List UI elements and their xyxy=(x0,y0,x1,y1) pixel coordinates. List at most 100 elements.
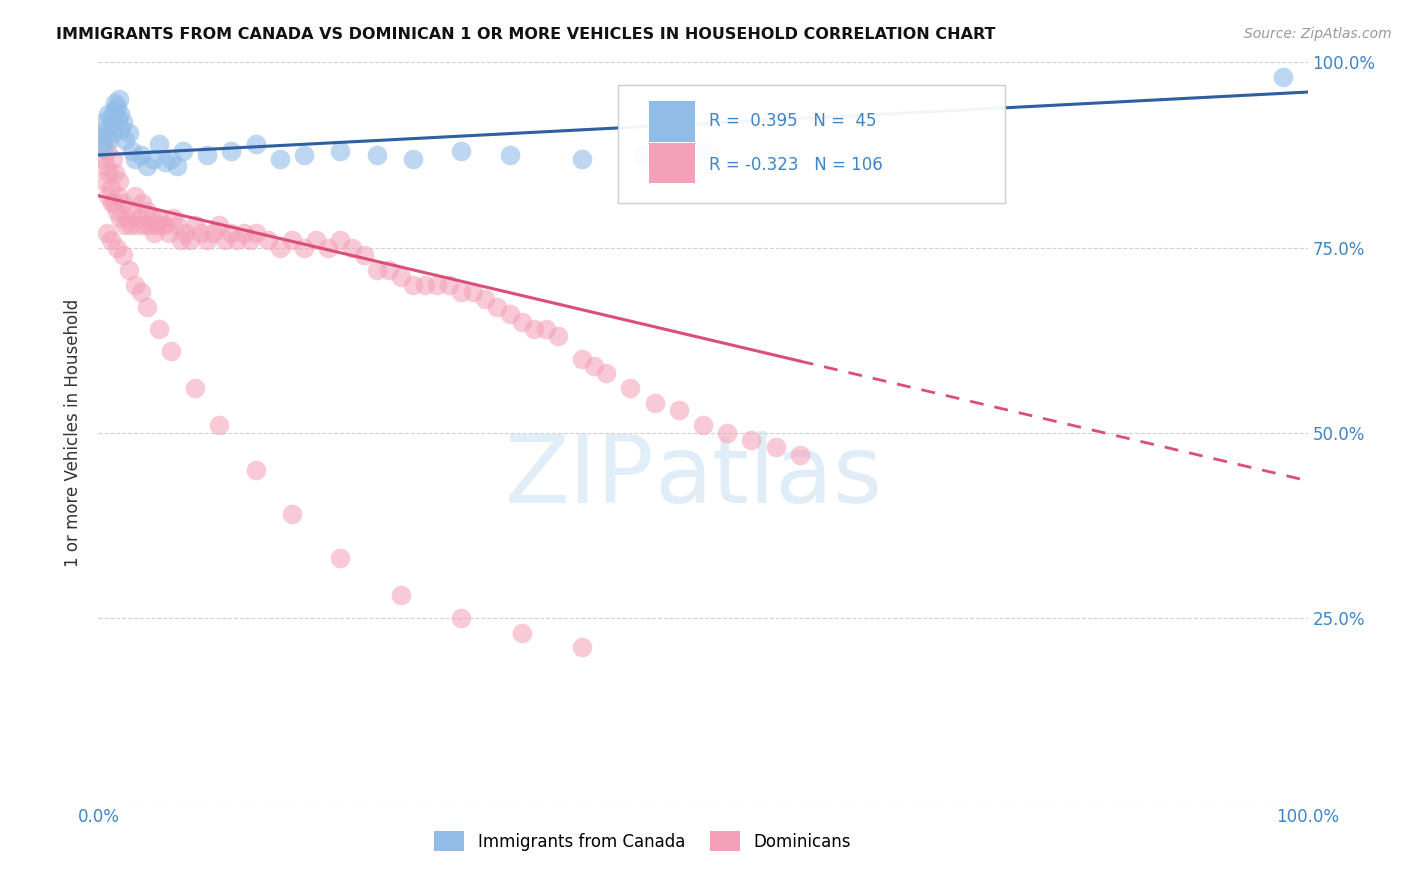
Point xyxy=(571,640,593,655)
Point xyxy=(474,293,496,307)
Point xyxy=(450,610,472,624)
Point xyxy=(94,129,117,144)
Point xyxy=(256,233,278,247)
Point xyxy=(245,226,267,240)
Point xyxy=(377,262,399,277)
Point xyxy=(281,507,304,521)
Point xyxy=(190,226,212,240)
Point xyxy=(134,219,156,233)
Point xyxy=(107,111,129,125)
Point xyxy=(105,100,128,114)
Point xyxy=(100,196,122,211)
Point xyxy=(100,119,122,133)
Point xyxy=(114,133,136,147)
Point xyxy=(91,136,114,151)
Point xyxy=(101,152,124,166)
Point xyxy=(111,248,134,262)
Text: R = -0.323   N = 106: R = -0.323 N = 106 xyxy=(709,155,883,174)
Point xyxy=(138,219,160,233)
Point xyxy=(169,233,191,247)
Point xyxy=(214,233,236,247)
Point xyxy=(131,196,153,211)
Point xyxy=(104,96,127,111)
Point xyxy=(103,196,125,211)
Point xyxy=(105,240,128,255)
Point xyxy=(208,418,231,433)
Point xyxy=(91,129,114,144)
Point xyxy=(510,314,533,328)
Point xyxy=(97,188,120,202)
Point xyxy=(765,152,787,166)
Point xyxy=(124,277,146,292)
Point xyxy=(463,285,485,299)
Point xyxy=(153,219,176,233)
Point xyxy=(103,103,125,118)
Point xyxy=(93,114,115,128)
Point xyxy=(127,219,149,233)
Point xyxy=(104,166,127,180)
Point xyxy=(179,233,201,247)
Point xyxy=(100,181,122,195)
Point xyxy=(101,126,124,140)
Point xyxy=(245,136,267,151)
Point xyxy=(166,159,188,173)
FancyBboxPatch shape xyxy=(619,85,1005,203)
Point xyxy=(108,211,131,225)
Legend: Immigrants from Canada, Dominicans: Immigrants from Canada, Dominicans xyxy=(427,825,858,857)
Point xyxy=(765,441,787,455)
Point xyxy=(547,329,569,343)
Point xyxy=(329,551,352,566)
Point xyxy=(366,262,388,277)
Point xyxy=(145,219,167,233)
Point xyxy=(510,625,533,640)
Point xyxy=(329,233,352,247)
Point xyxy=(118,126,141,140)
Point xyxy=(157,226,180,240)
Point xyxy=(128,211,150,225)
Point xyxy=(141,211,163,225)
Point xyxy=(97,107,120,121)
Text: Source: ZipAtlas.com: Source: ZipAtlas.com xyxy=(1244,27,1392,41)
Point xyxy=(692,145,714,159)
Point xyxy=(692,418,714,433)
Point xyxy=(129,285,152,299)
Point xyxy=(498,307,520,321)
Point xyxy=(402,277,425,292)
Point xyxy=(450,145,472,159)
Point xyxy=(342,240,364,255)
Point xyxy=(402,152,425,166)
Point xyxy=(595,367,617,381)
Point xyxy=(534,322,557,336)
Point xyxy=(195,233,218,247)
Point xyxy=(117,211,139,225)
Point xyxy=(135,159,157,173)
Text: R =  0.395   N =  45: R = 0.395 N = 45 xyxy=(709,112,876,130)
Point xyxy=(143,226,166,240)
Point xyxy=(110,122,132,136)
Point xyxy=(523,322,546,336)
Point xyxy=(108,107,131,121)
Point xyxy=(166,219,188,233)
Point xyxy=(172,145,194,159)
Point xyxy=(100,111,122,125)
Point xyxy=(135,203,157,218)
Point xyxy=(184,381,207,395)
Point xyxy=(583,359,606,373)
Point xyxy=(389,589,412,603)
Point xyxy=(366,148,388,162)
Bar xyxy=(648,143,695,183)
Text: IMMIGRANTS FROM CANADA VS DOMINICAN 1 OR MORE VEHICLES IN HOUSEHOLD CORRELATION : IMMIGRANTS FROM CANADA VS DOMINICAN 1 OR… xyxy=(56,27,995,42)
Point xyxy=(498,148,520,162)
Point xyxy=(93,174,115,188)
Point xyxy=(111,196,134,211)
Point xyxy=(148,211,170,225)
Point xyxy=(162,211,184,225)
Point xyxy=(202,226,225,240)
Text: ZIP: ZIP xyxy=(505,431,655,523)
Point xyxy=(571,351,593,366)
Point xyxy=(98,166,121,180)
Point xyxy=(148,136,170,151)
Point xyxy=(118,262,141,277)
Point xyxy=(281,233,304,247)
Point xyxy=(221,145,243,159)
